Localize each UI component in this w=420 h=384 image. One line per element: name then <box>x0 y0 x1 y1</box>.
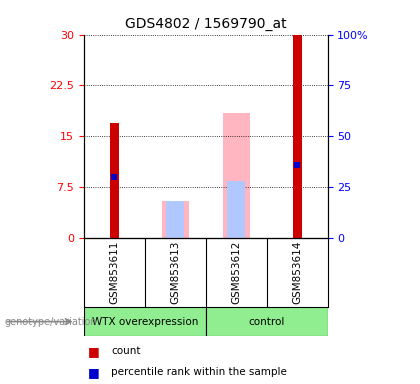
Text: GSM853613: GSM853613 <box>171 241 180 305</box>
Title: GDS4802 / 1569790_at: GDS4802 / 1569790_at <box>125 17 286 31</box>
Bar <box>293 35 302 238</box>
Text: percentile rank within the sample: percentile rank within the sample <box>111 367 287 377</box>
Text: GSM853612: GSM853612 <box>231 241 241 305</box>
Text: WTX overexpression: WTX overexpression <box>92 316 198 327</box>
Bar <box>162 201 189 238</box>
Text: count: count <box>111 346 141 356</box>
Text: genotype/variation: genotype/variation <box>4 316 97 327</box>
Bar <box>227 181 245 238</box>
Text: control: control <box>249 316 285 327</box>
Bar <box>206 307 328 336</box>
Text: ■: ■ <box>88 366 100 379</box>
Text: GSM853611: GSM853611 <box>110 241 119 305</box>
Bar <box>223 113 250 238</box>
Text: GSM853614: GSM853614 <box>292 241 302 305</box>
Bar <box>84 307 206 336</box>
Bar <box>166 202 184 238</box>
Text: ■: ■ <box>88 345 100 358</box>
Bar <box>110 123 119 238</box>
